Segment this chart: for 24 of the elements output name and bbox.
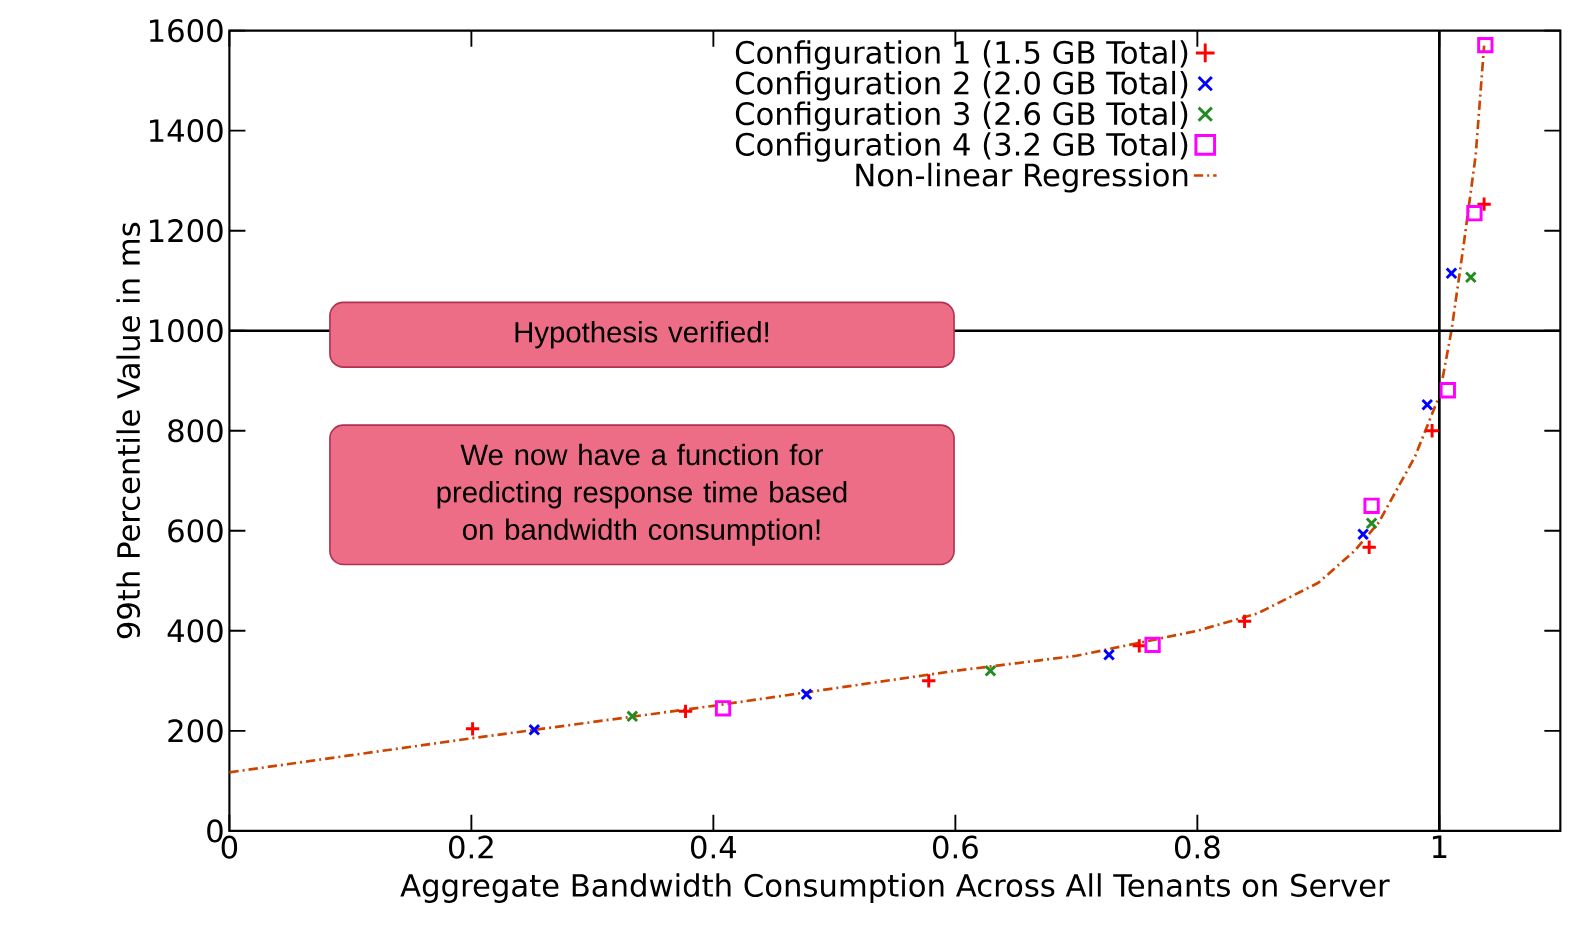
- y-tick-label: 1400: [149, 119, 223, 143]
- legend-label: Configuration 1 (1.5 GB Total): [735, 40, 1188, 71]
- x-tick-label: 0: [221, 835, 238, 859]
- annotation: Hypothesis verified!: [515, 321, 769, 349]
- y-axis-title: 99th Percentile Value in ms: [116, 222, 141, 639]
- y-tick-label: 1200: [149, 219, 223, 243]
- x-tick-label: 0.8: [1174, 835, 1220, 859]
- x-tick-label: 0.4: [691, 835, 737, 859]
- legend-label: Configuration 3 (2.6 GB Total): [735, 101, 1188, 132]
- y-tick-label: 800: [168, 419, 223, 443]
- y-tick-label: 200: [168, 719, 223, 743]
- legend-label: Configuration 4 (3.2 GB Total): [735, 132, 1188, 162]
- y-tick-label: 1000: [149, 319, 223, 343]
- x-tick-label: 1: [1432, 835, 1447, 858]
- y-tick-label: 400: [167, 619, 223, 643]
- legend-label: Configuration 2 (2.0 GB Total): [735, 70, 1188, 101]
- x-tick-label: 0.2: [449, 835, 493, 859]
- y-tick-label: 0: [207, 819, 223, 843]
- y-tick-label: 1600: [149, 19, 223, 43]
- y-tick-label: 600: [168, 519, 223, 543]
- x-tick-label: 0.6: [933, 835, 978, 859]
- x-axis-title: Aggregate Bandwidth Consumption Across All Tenants on Server: [400, 873, 1390, 903]
- annotation: We now have a function for predicting response time based on bandwidth consumption!: [437, 443, 847, 546]
- legend-label: Non-linear Regression: [856, 162, 1188, 193]
